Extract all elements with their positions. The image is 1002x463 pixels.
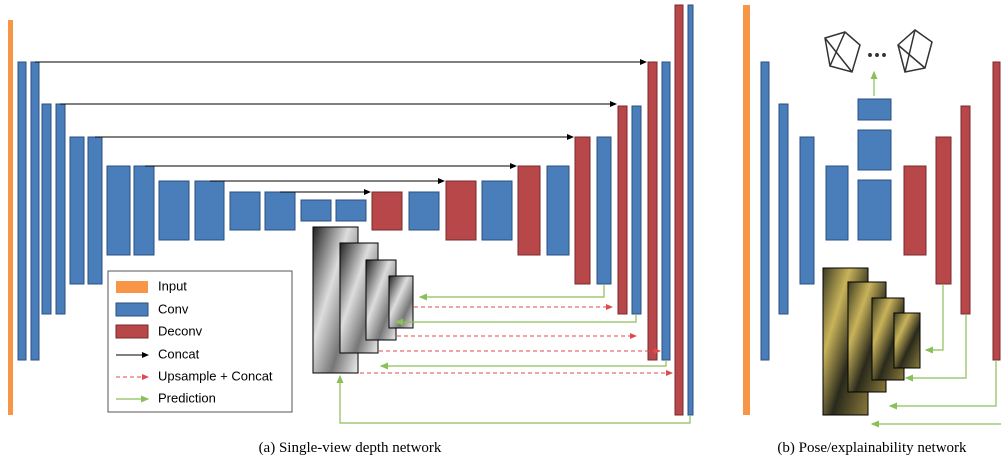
prediction-arrow — [340, 376, 690, 423]
conv-block — [662, 62, 670, 360]
pose-network — [743, 5, 1001, 424]
deconv-block — [518, 166, 540, 255]
conv-block — [409, 192, 439, 230]
legend-swatch — [116, 303, 148, 316]
legend-label: Upsample + Concat — [158, 368, 273, 383]
conv-block — [70, 137, 84, 284]
deconv-block — [372, 192, 402, 230]
prediction-arrow — [420, 284, 604, 297]
prediction-arrow — [926, 284, 943, 350]
legend: Input Conv Deconv Concat Upsample + Conc… — [108, 271, 292, 412]
mask — [894, 313, 920, 368]
diagram: Input Conv Deconv Concat Upsample + Conc… — [0, 0, 1002, 463]
input-block — [8, 20, 13, 415]
deconv-block — [618, 106, 627, 314]
deconv-block — [675, 5, 683, 415]
depth-map — [389, 276, 413, 328]
legend-swatch — [116, 325, 148, 338]
legend-label: Conv — [158, 301, 189, 316]
explainability-maps — [823, 268, 920, 415]
conv-block — [56, 104, 65, 314]
conv-block — [88, 137, 102, 284]
legend-label: Input — [158, 278, 187, 293]
conv-block — [597, 137, 611, 284]
deconv-block — [648, 62, 657, 360]
prediction-arrow — [381, 360, 666, 366]
conv-block — [800, 137, 814, 284]
conv-block — [779, 104, 788, 314]
deconv-block — [936, 137, 951, 284]
ellipsis — [883, 54, 885, 56]
conv-block — [159, 181, 189, 240]
caption: (a) Single-view depth network — [259, 440, 442, 456]
depth-network: Input Conv Deconv Concat Upsample + Conc… — [8, 5, 693, 423]
legend-label: Concat — [158, 346, 200, 361]
conv-block — [336, 200, 366, 221]
conv-block — [265, 192, 295, 230]
legend-label: Prediction — [158, 390, 216, 405]
deconv-block — [904, 166, 926, 255]
deconv-block — [993, 62, 1000, 360]
conv-block — [482, 181, 512, 240]
deconv-block — [446, 181, 476, 240]
deconv-block — [575, 137, 590, 284]
conv-block — [31, 62, 39, 360]
conv-block — [761, 62, 769, 360]
conv-block — [195, 181, 224, 240]
legend-swatch — [116, 281, 148, 293]
caption: (b) Pose/explainability network — [777, 440, 967, 456]
conv-block — [688, 5, 693, 415]
conv-block — [858, 130, 891, 170]
legend-label: Deconv — [158, 323, 203, 338]
conv-block — [826, 166, 848, 240]
conv-block — [632, 106, 641, 314]
pose-icon — [825, 32, 860, 72]
conv-block — [230, 192, 260, 230]
ellipsis — [869, 54, 871, 56]
conv-block — [858, 99, 891, 120]
depth-maps — [313, 227, 413, 373]
pose-icon — [898, 30, 932, 72]
conv-block — [301, 200, 331, 221]
conv-block — [134, 166, 154, 255]
conv-block — [42, 104, 51, 314]
conv-block — [107, 166, 130, 255]
conv-block — [547, 166, 569, 255]
conv-block — [18, 62, 26, 360]
ellipsis — [876, 54, 878, 56]
conv-block — [858, 180, 891, 240]
pose-icons — [825, 30, 932, 72]
input-block — [743, 5, 750, 415]
prediction-arrow — [396, 314, 636, 322]
deconv-block — [961, 106, 970, 314]
